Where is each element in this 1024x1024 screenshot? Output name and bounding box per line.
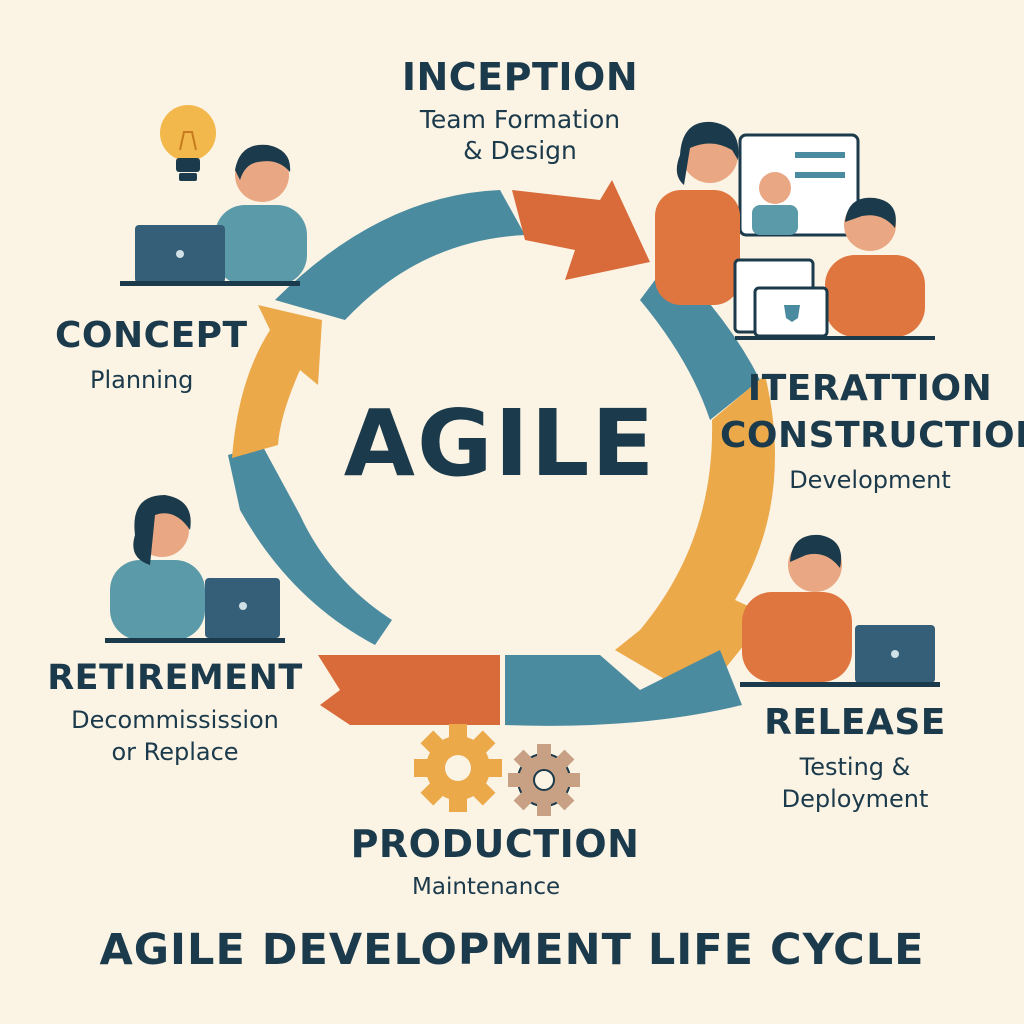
arrow-segment-release (505, 650, 742, 726)
laptop-icon (735, 286, 935, 340)
laptop-icon (120, 225, 300, 286)
stage-detail: Deployment (781, 785, 929, 813)
stage-concept: CONCEPT Planning (55, 315, 248, 394)
diagram-title: AGILE DEVELOPMENT LIFE CYCLE (99, 925, 925, 975)
stage-iteration: ITERATTION CONSTRUCTION Development (720, 368, 1024, 494)
gear-icon (414, 724, 502, 812)
arrow-segment-production (318, 655, 500, 725)
arrow-segment-retirement (228, 445, 392, 645)
lightbulb-icon (160, 105, 216, 181)
arrow-segment-construction (615, 375, 775, 700)
stage-title: RELEASE (764, 702, 946, 743)
stage-detail: Decommissission (71, 706, 279, 734)
person-retirement (110, 495, 205, 640)
arrow-segment-inception (512, 180, 650, 280)
person-inception-woman (655, 121, 740, 305)
laptop-icon (105, 578, 285, 643)
stage-title: CONCEPT (55, 315, 248, 356)
stage-title: RETIREMENT (47, 658, 303, 698)
gear-icon (508, 744, 580, 816)
stage-title: PRODUCTION (350, 822, 640, 866)
person-inception-man (825, 197, 925, 337)
stage-inception: INCEPTION Team Formation & Design (380, 55, 660, 165)
release-illustration (740, 534, 940, 687)
stage-title: CONSTRUCTION (720, 415, 1024, 456)
stage-detail: or Replace (111, 738, 239, 766)
person-concept (215, 144, 307, 285)
stage-production: PRODUCTION Maintenance (340, 822, 650, 900)
stage-detail: Testing & (799, 753, 911, 781)
stage-release: RELEASE Testing & Deployment (755, 702, 955, 813)
center-label: AGILE (343, 390, 657, 497)
stage-detail: Maintenance (412, 874, 561, 900)
stage-detail: Development (789, 466, 951, 494)
arrow-segment-concept-inception (275, 190, 525, 320)
stage-retirement: RETIREMENT Decommissission or Replace (40, 658, 310, 766)
inception-illustration (655, 121, 935, 340)
stage-detail: & Design (463, 136, 577, 165)
stage-detail: Team Formation (419, 105, 621, 134)
stage-title: ITERATTION (747, 368, 993, 409)
arrow-segment-concept (232, 305, 322, 458)
cycle-ring (228, 180, 775, 726)
stage-detail: Planning (90, 366, 194, 394)
retirement-illustration (105, 495, 285, 643)
stage-title: INCEPTION (401, 55, 639, 99)
concept-illustration (120, 105, 307, 286)
laptop-icon (740, 625, 940, 687)
person-release (742, 534, 852, 682)
